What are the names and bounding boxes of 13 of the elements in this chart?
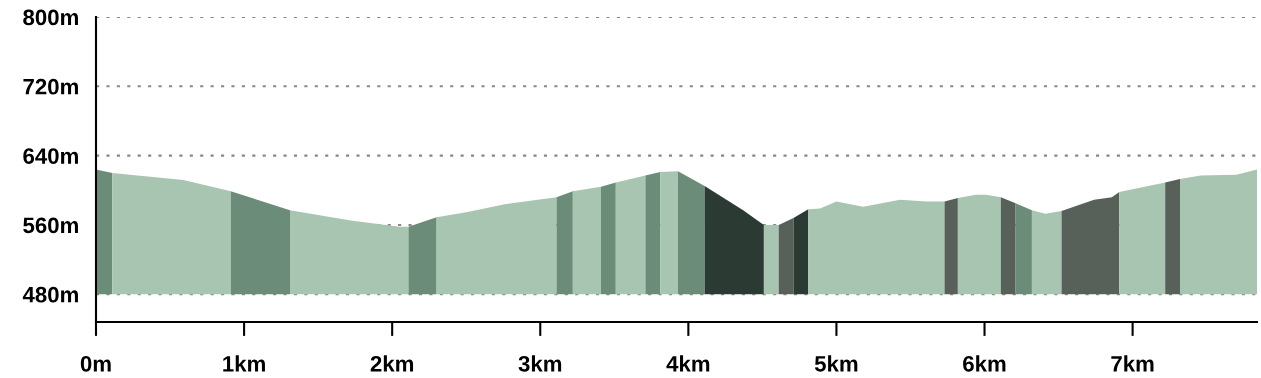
x-tick-label: 2km <box>370 355 414 372</box>
x-tick-label: 0m <box>80 355 111 372</box>
x-tick-label: 1km <box>223 355 265 372</box>
x-tick-label: 7km <box>1111 355 1154 372</box>
y-tick-label: 560m <box>23 217 78 234</box>
x-tick-label: 5km <box>814 355 858 372</box>
x-tick-label: 6km <box>963 355 1006 372</box>
y-tick-label: 800m <box>23 9 78 26</box>
x-tick-label: 3km <box>518 355 562 372</box>
y-tick-label: 720m <box>23 78 78 95</box>
y-tick-label: 640m <box>23 148 78 164</box>
y-tick-label: 480m <box>22 286 78 303</box>
x-tick-label: 4km <box>666 355 710 372</box>
